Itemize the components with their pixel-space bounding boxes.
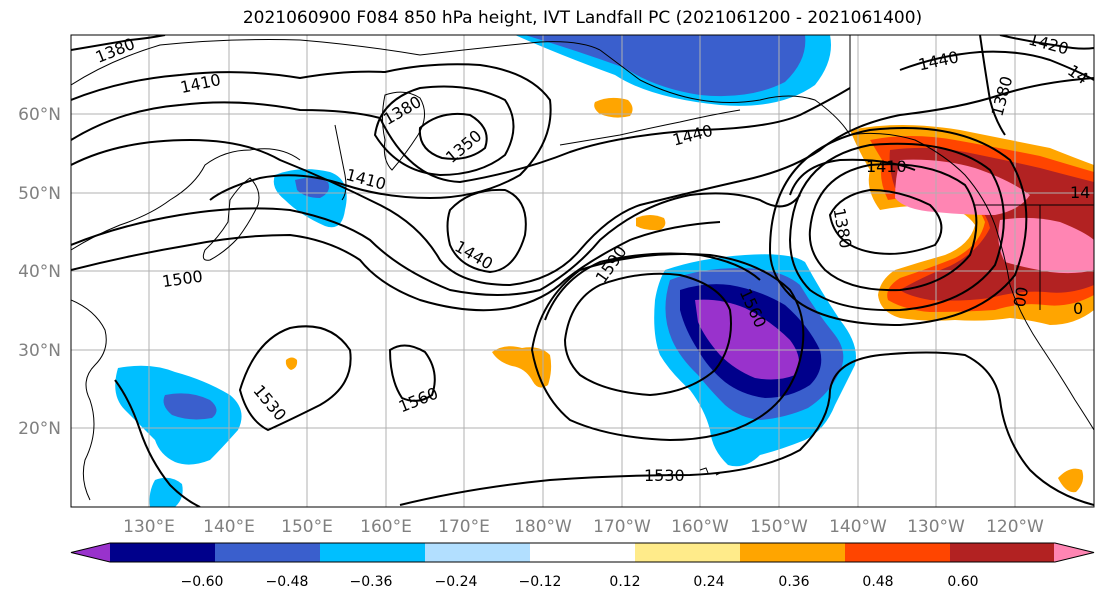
colorbar-tick-label: −0.36 bbox=[350, 574, 393, 590]
contour-label: 14 bbox=[1070, 183, 1090, 202]
shading-landfall-pink-north bbox=[895, 159, 1030, 215]
lon-label: 120°W bbox=[986, 517, 1044, 537]
contour-1470-ne-loop bbox=[768, 127, 1028, 327]
map-area: 1380 1410 1380 1350 1410 1440 1440 1380 … bbox=[71, 35, 1094, 507]
contour-1500 bbox=[71, 192, 801, 296]
colorbar bbox=[70, 542, 1095, 563]
coast-aleutians bbox=[559, 109, 741, 146]
contour-1470-trough bbox=[71, 77, 1094, 287]
contour-label: 00 bbox=[1010, 285, 1032, 308]
shading-midpac-orange bbox=[636, 215, 666, 231]
lon-label: 170°E bbox=[438, 517, 490, 537]
coast-siberia bbox=[71, 39, 601, 86]
shading-bering-orange bbox=[594, 97, 633, 118]
contour-1560-loop bbox=[530, 253, 805, 442]
colorbar-tick-label: 0.48 bbox=[862, 574, 893, 590]
lon-label: 140°W bbox=[829, 517, 887, 537]
height-contours bbox=[71, 35, 1094, 507]
coastlines bbox=[71, 35, 1094, 501]
contour-1440-loop bbox=[446, 188, 527, 274]
shading-small-orange bbox=[285, 357, 298, 370]
contour-1560-small bbox=[388, 344, 436, 402]
colorbar-tick-label: 0.36 bbox=[778, 574, 809, 590]
map-frame bbox=[70, 34, 1095, 508]
lon-label: 160°E bbox=[360, 517, 412, 537]
contour-1440-west bbox=[71, 87, 851, 184]
contour-1410-ne-loop bbox=[808, 163, 978, 292]
colorbar-segment bbox=[110, 543, 216, 562]
colorbar-outline bbox=[70, 542, 1095, 563]
map-title: 2021060900 F084 850 hPa height, IVT Land… bbox=[242, 8, 923, 28]
border-canada-us bbox=[849, 35, 1094, 310]
lat-label: 50°N bbox=[18, 184, 61, 204]
shading-se-orange bbox=[1058, 468, 1084, 493]
colorbar-segment bbox=[425, 543, 531, 562]
colorbar-extend-high bbox=[1054, 543, 1094, 562]
colorbar-tick-label: 0.60 bbox=[947, 574, 978, 590]
coast-na-west bbox=[849, 132, 1094, 431]
contour-label: 1410 bbox=[866, 157, 907, 176]
lat-label: 40°N bbox=[18, 262, 61, 282]
contour-1530-south bbox=[399, 351, 1094, 506]
contour-1410-top-right bbox=[899, 50, 1094, 81]
contour-1410-west bbox=[71, 63, 552, 201]
lat-label: 20°N bbox=[18, 419, 61, 439]
colorbar-segment bbox=[635, 543, 741, 562]
coast-kamchatka bbox=[382, 91, 425, 171]
contour-label: 0 bbox=[1073, 299, 1083, 318]
shading-landfall-pink-east bbox=[998, 217, 1094, 274]
shading-central-core bbox=[695, 299, 799, 380]
shading-subtrop-orange bbox=[492, 346, 552, 388]
colorbar-tick-label: −0.48 bbox=[266, 574, 309, 590]
contour-1560-north bbox=[544, 252, 761, 321]
colorbar-tick-label: −0.12 bbox=[519, 574, 562, 590]
colorbar-segment bbox=[845, 543, 951, 562]
lat-label: 60°N bbox=[18, 105, 61, 125]
contour-1530-west-dip bbox=[114, 379, 201, 507]
colorbar-tick-label: 0.12 bbox=[609, 574, 640, 590]
shading-west-patch bbox=[149, 477, 183, 507]
lon-label: 180°W bbox=[514, 517, 572, 537]
lon-label: 130°E bbox=[123, 517, 175, 537]
colorbar-segment bbox=[740, 543, 846, 562]
coast-sakhalin bbox=[334, 124, 347, 201]
colorbar-tick-label: −0.60 bbox=[181, 574, 224, 590]
contour-1380-ne bbox=[828, 188, 943, 255]
colorbar-segment bbox=[950, 543, 1056, 562]
latitude-labels: 60°N 50°N 40°N 30°N 20°N bbox=[18, 105, 61, 439]
colorbar-extend-low bbox=[71, 543, 111, 562]
colorbar-segment bbox=[215, 543, 321, 562]
lon-label: 140°E bbox=[203, 517, 255, 537]
colorbar-segment bbox=[320, 543, 426, 562]
lon-label: 130°W bbox=[907, 517, 965, 537]
contour-label: 1530 bbox=[644, 466, 685, 485]
contour-1380-top-right bbox=[979, 35, 1006, 136]
lon-label: 160°W bbox=[671, 517, 729, 537]
contour-1440-ne-loop bbox=[788, 142, 1005, 312]
lon-label: 150°E bbox=[281, 517, 333, 537]
lat-label: 30°N bbox=[18, 341, 61, 361]
contour-1350 bbox=[418, 112, 488, 160]
contour-1380-top-left bbox=[71, 35, 166, 51]
lon-label: 150°W bbox=[750, 517, 808, 537]
ivt-positive-shading bbox=[285, 97, 1094, 493]
colorbar-tick-label: −0.24 bbox=[435, 574, 478, 590]
contour-1420-top-right bbox=[999, 35, 1094, 50]
shading-bering-mid bbox=[525, 35, 806, 97]
longitude-labels: 130°E 140°E 150°E 160°E 170°E 180°W 170°… bbox=[123, 517, 1044, 537]
colorbar-segment bbox=[530, 543, 636, 562]
contour-1530-north bbox=[71, 221, 721, 312]
contour-1530-west-loop bbox=[238, 325, 352, 432]
colorbar-ticks: −0.60 −0.48 −0.36 −0.24 −0.12 0.12 0.24 … bbox=[181, 574, 979, 590]
coast-alaska bbox=[599, 49, 851, 136]
contour-1590 bbox=[563, 272, 732, 397]
lon-label: 170°W bbox=[593, 517, 651, 537]
shading-west-mid bbox=[163, 393, 217, 420]
colorbar-tick-label: 0.24 bbox=[693, 574, 724, 590]
